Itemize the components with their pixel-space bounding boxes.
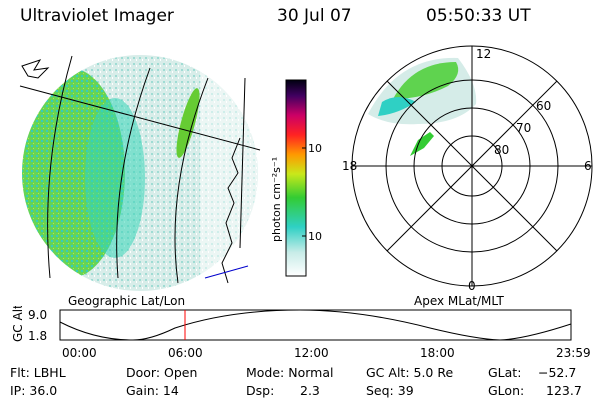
mlat-label-60: 60 <box>536 99 551 113</box>
polar-aurora <box>368 57 477 156</box>
date-label: 30 Jul 07 <box>277 6 352 26</box>
time-tick-2359: 23:59 <box>556 346 591 360</box>
dsp-value: 2.3 <box>300 383 320 398</box>
coastline <box>21 59 241 284</box>
dsp-label: Dsp: <box>246 383 275 398</box>
altitude-ylabel: GC Alt <box>11 306 25 342</box>
time-tick-0600: 06:00 <box>168 346 203 360</box>
gain-label: Gain: 14 <box>126 383 179 398</box>
glon-value: 123.7 <box>546 383 582 398</box>
glon-label: GLon: <box>488 383 525 398</box>
altitude-curve <box>59 309 572 341</box>
colorbar-tick-100: 100 <box>308 142 322 155</box>
time-label: 05:50:33 UT <box>426 6 531 26</box>
coastline-blue <box>204 265 249 279</box>
polar-grid <box>351 45 593 287</box>
glat-label: GLat: <box>488 365 522 380</box>
seq-label: Seq: 39 <box>366 383 414 398</box>
colorbar-tick-10: 10 <box>308 230 322 243</box>
mlt-label-0: 0 <box>468 279 476 293</box>
geographic-image <box>19 55 261 291</box>
geographic-caption: Geographic Lat/Lon <box>68 294 186 308</box>
glat-value: −52.7 <box>538 365 577 380</box>
aurora-disc <box>22 55 258 291</box>
filter-label: Flt: LBHL <box>10 365 66 380</box>
apex-caption: Apex MLat/MLT <box>414 294 504 308</box>
altitude-ytick-top: 9.0 <box>28 308 47 322</box>
mlt-label-6: 6 <box>584 159 592 173</box>
altitude-plot: GC Alt 9.0 1.8 <box>11 306 572 343</box>
time-tick-1200: 12:00 <box>294 346 329 360</box>
instrument-title: Ultraviolet Imager <box>20 6 174 26</box>
gc-alt-label: GC Alt: 5.0 Re <box>366 365 454 380</box>
mlt-label-18: 18 <box>342 159 357 173</box>
mlat-label-70: 70 <box>516 121 531 135</box>
time-tick-0000: 00:00 <box>62 346 97 360</box>
ip-label: IP: 36.0 <box>10 383 58 398</box>
door-label: Door: Open <box>126 365 198 380</box>
time-tick-1800: 18:00 <box>420 346 455 360</box>
polar-plot: 12 18 6 0 60 70 80 <box>342 45 593 293</box>
colorbar: 100 10 photon cm⁻²s⁻¹ <box>270 79 322 277</box>
mlat-label-80: 80 <box>494 143 509 157</box>
altitude-ytick-bottom: 1.8 <box>28 329 47 343</box>
colorbar-label: photon cm⁻²s⁻¹ <box>270 157 283 242</box>
mode-label: Mode: Normal <box>246 365 334 380</box>
mlt-label-12: 12 <box>476 47 491 61</box>
lat-lon-grid <box>19 55 261 284</box>
